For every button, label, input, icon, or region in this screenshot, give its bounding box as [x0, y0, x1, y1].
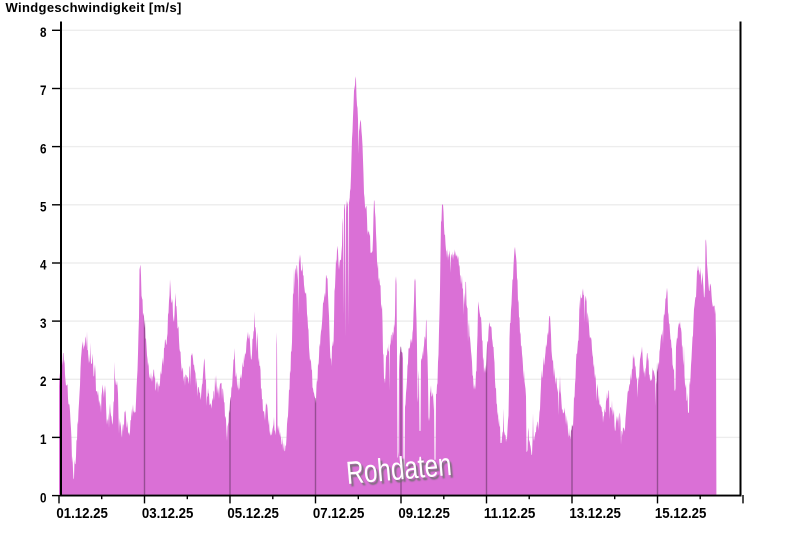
svg-text:07.12.25: 07.12.25	[313, 505, 365, 522]
svg-text:2: 2	[40, 373, 47, 389]
svg-text:8: 8	[40, 24, 47, 40]
svg-text:01.12.25: 01.12.25	[56, 505, 108, 522]
svg-text:13.12.25: 13.12.25	[569, 505, 621, 522]
svg-text:0: 0	[40, 489, 47, 505]
svg-text:4: 4	[40, 257, 47, 273]
svg-text:5: 5	[40, 199, 47, 215]
svg-text:3: 3	[40, 315, 47, 331]
svg-text:05.12.25: 05.12.25	[227, 505, 279, 522]
svg-text:09.12.25: 09.12.25	[398, 505, 450, 522]
svg-text:03.12.25: 03.12.25	[142, 505, 194, 522]
svg-text:7: 7	[40, 82, 47, 98]
svg-text:6: 6	[40, 140, 47, 156]
svg-text:1: 1	[40, 431, 47, 447]
svg-text:15.12.25: 15.12.25	[655, 505, 707, 522]
svg-text:11.12.25: 11.12.25	[484, 505, 536, 522]
